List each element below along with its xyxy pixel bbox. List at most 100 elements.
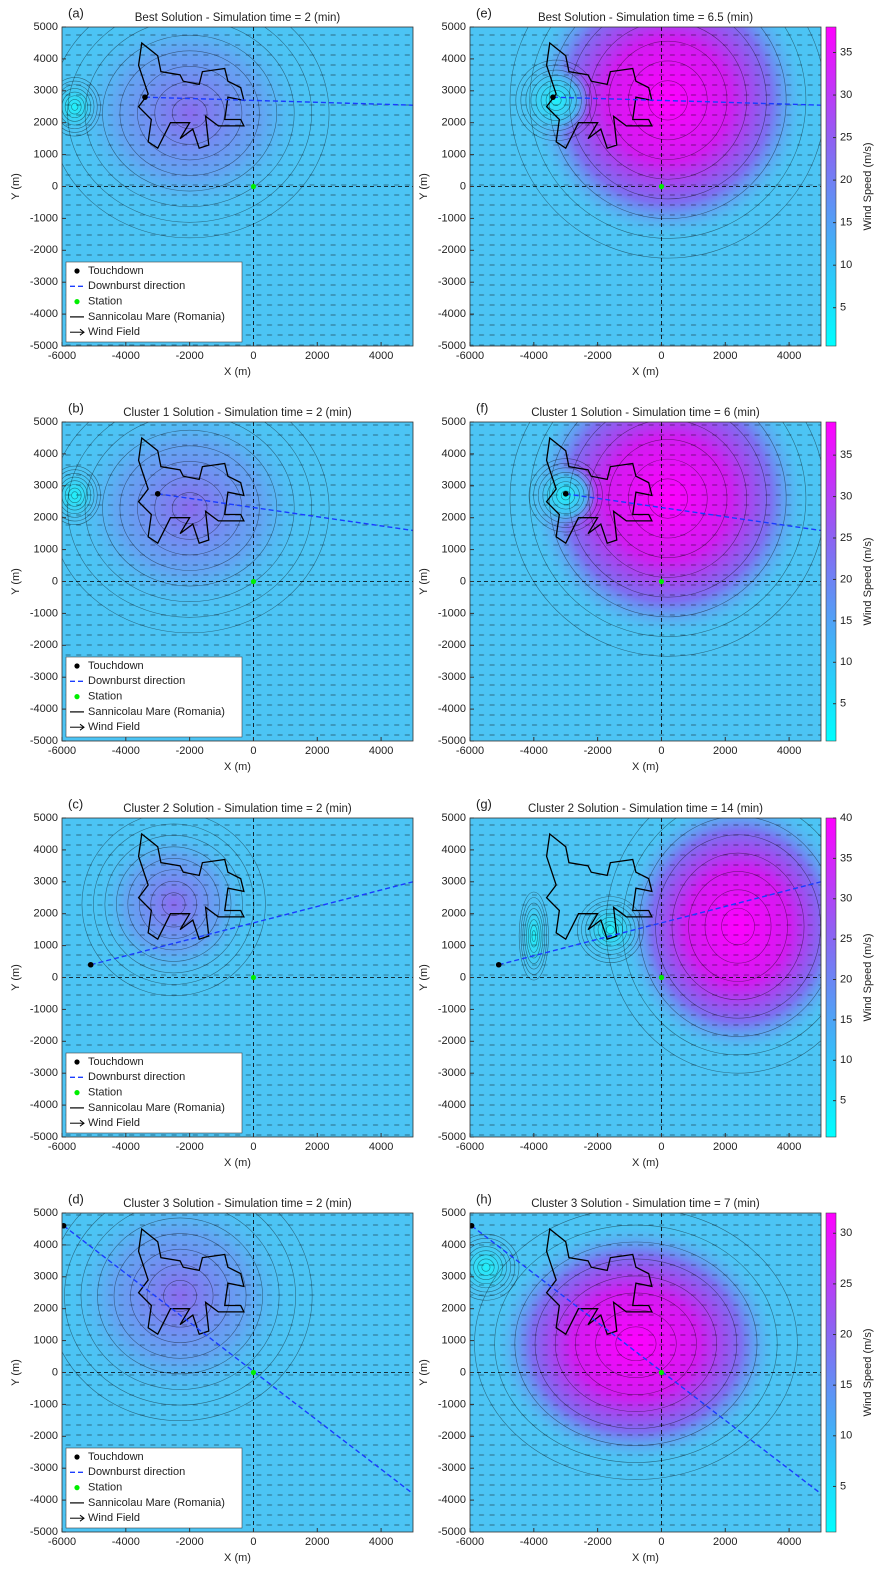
y-axis-label: Y (m) bbox=[418, 964, 430, 991]
panel-label: (b) bbox=[68, 400, 84, 415]
y-tick-label: 3000 bbox=[34, 876, 58, 888]
y-tick-label: 3000 bbox=[34, 480, 58, 492]
y-tick-label: -4000 bbox=[438, 703, 466, 715]
legend-symbol bbox=[79, 1119, 85, 1127]
colorbar-tick-label: 35 bbox=[840, 449, 852, 461]
legend-label: Touchdown bbox=[88, 1056, 144, 1068]
subplot: -6000 -4000 -2000 0 2000 4000 -5000 -4000 -3000 -… bbox=[10, 5, 414, 378]
legend-label: Wind Field bbox=[88, 1512, 140, 1524]
x-tick-label: 4000 bbox=[369, 745, 393, 757]
y-tick-label: -3000 bbox=[30, 671, 58, 683]
x-tick-label: 0 bbox=[250, 1536, 256, 1548]
town-outline bbox=[137, 436, 245, 545]
panel-label: (d) bbox=[68, 1191, 84, 1206]
legend-symbol bbox=[74, 694, 80, 700]
y-tick-label: 1000 bbox=[34, 940, 58, 952]
legend-symbol bbox=[74, 1454, 80, 1460]
legend-label: Station bbox=[88, 1482, 122, 1494]
y-tick-label: -3000 bbox=[438, 1067, 466, 1079]
legend-symbol bbox=[74, 299, 80, 305]
x-tick-label: 0 bbox=[250, 350, 256, 362]
x-tick-label: 2000 bbox=[713, 1141, 737, 1153]
x-tick-label: -6000 bbox=[456, 745, 484, 757]
legend-label: Downburst direction bbox=[88, 1071, 185, 1083]
y-tick-label: 5000 bbox=[34, 416, 58, 428]
y-tick-label: 2000 bbox=[442, 512, 466, 524]
station bbox=[250, 578, 257, 585]
x-tick-label: 0 bbox=[658, 1536, 664, 1548]
y-tick-label: 2000 bbox=[34, 512, 58, 524]
colorbar-tick-label: 25 bbox=[840, 933, 852, 945]
y-tick-label: -4000 bbox=[30, 703, 58, 715]
x-tick-label: 4000 bbox=[777, 745, 801, 757]
subplot: -6000 -4000 -2000 0 2000 4000 -5000 -4000 -3000 -… bbox=[10, 1191, 414, 1564]
x-axis-label: X (m) bbox=[224, 1552, 251, 1564]
x-tick-label: 2000 bbox=[713, 1536, 737, 1548]
y-tick-label: -1000 bbox=[438, 1003, 466, 1015]
colorbar-tick-label: 15 bbox=[840, 217, 852, 229]
x-tick-label: -4000 bbox=[112, 745, 140, 757]
subplot: -6000 -4000 -2000 0 2000 4000 -5000 -4000 -3000 -… bbox=[418, 1191, 874, 1563]
x-axis-label: X (m) bbox=[632, 761, 659, 773]
colorbar-tick-label: 35 bbox=[840, 852, 852, 864]
colorbar-tick-label: 5 bbox=[840, 1095, 846, 1107]
x-tick-label: -2000 bbox=[584, 1536, 612, 1548]
plot-area bbox=[470, 422, 821, 741]
town-outline bbox=[545, 832, 653, 941]
legend-symbol bbox=[79, 723, 85, 731]
legend-box bbox=[65, 1447, 243, 1529]
x-tick-label: -2000 bbox=[176, 1141, 204, 1153]
colorbar-tick-label: 40 bbox=[840, 812, 852, 824]
colorbar bbox=[825, 1212, 837, 1533]
legend-label: Sannicolau Mare (Romania) bbox=[88, 1102, 225, 1114]
y-tick-label: -5000 bbox=[438, 340, 466, 352]
colorbar-tick-label: 25 bbox=[840, 131, 852, 143]
x-axis-label: X (m) bbox=[224, 366, 251, 378]
colorbar-tick-label: 35 bbox=[840, 46, 852, 58]
y-tick-label: -2000 bbox=[30, 1035, 58, 1047]
y-tick-label: 3000 bbox=[34, 85, 58, 97]
y-tick-label: -3000 bbox=[30, 1067, 58, 1079]
y-tick-label: 3000 bbox=[442, 876, 466, 888]
legend-label: Touchdown bbox=[88, 265, 144, 277]
x-tick-label: 4000 bbox=[777, 1141, 801, 1153]
y-tick-label: 2000 bbox=[442, 908, 466, 920]
y-tick-label: -3000 bbox=[30, 276, 58, 288]
colorbar-tick-label: 10 bbox=[840, 259, 852, 271]
y-axis-label: Y (m) bbox=[10, 964, 22, 991]
legend-label: Station bbox=[88, 691, 122, 703]
y-tick-label: -1000 bbox=[438, 607, 466, 619]
touchdown bbox=[470, 1222, 475, 1229]
legend-symbol bbox=[74, 268, 80, 274]
x-tick-label: -6000 bbox=[48, 745, 76, 757]
x-tick-label: 2000 bbox=[305, 350, 329, 362]
downburst-direction bbox=[63, 1225, 413, 1495]
panel-label: (a) bbox=[68, 5, 84, 20]
x-tick-label: 2000 bbox=[305, 1536, 329, 1548]
panel-label: (c) bbox=[68, 796, 83, 811]
touchdown bbox=[495, 961, 502, 968]
y-tick-label: -2000 bbox=[30, 244, 58, 256]
x-axis-label: X (m) bbox=[632, 366, 659, 378]
legend-label: Sannicolau Mare (Romania) bbox=[88, 706, 225, 718]
panel-label: (f) bbox=[476, 400, 488, 415]
plot-area bbox=[470, 1213, 821, 1532]
y-tick-label: 4000 bbox=[442, 448, 466, 460]
y-tick-label: -1000 bbox=[30, 607, 58, 619]
y-tick-label: 2000 bbox=[34, 117, 58, 129]
x-tick-label: -4000 bbox=[520, 1141, 548, 1153]
legend-symbol bbox=[74, 1485, 80, 1491]
y-tick-label: -3000 bbox=[438, 671, 466, 683]
y-tick-label: 0 bbox=[52, 180, 58, 192]
station bbox=[658, 974, 665, 981]
touchdown bbox=[550, 94, 556, 100]
colorbar-tick-label: 15 bbox=[840, 1014, 852, 1026]
y-tick-label: -5000 bbox=[438, 1131, 466, 1143]
subplot: -6000 -4000 -2000 0 2000 4000 -5000 -4000 -3000 -… bbox=[418, 5, 874, 378]
y-axis-label: Y (m) bbox=[418, 1359, 430, 1386]
legend: Touchdown Downburst direction Station Sanni… bbox=[65, 1447, 243, 1529]
x-tick-label: 0 bbox=[658, 745, 664, 757]
colorbar-tick-label: 30 bbox=[840, 490, 852, 502]
station bbox=[658, 578, 665, 585]
